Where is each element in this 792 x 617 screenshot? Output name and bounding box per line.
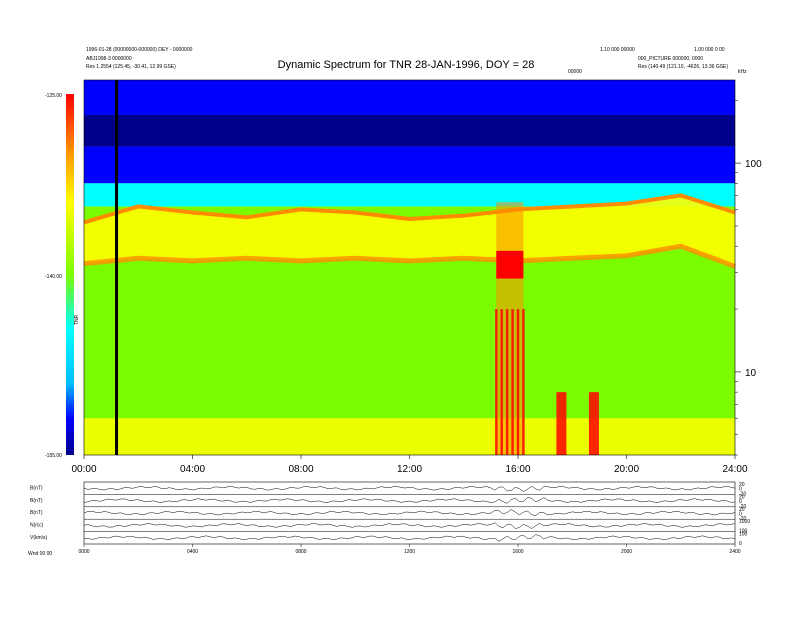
header-left-line1: 1996-01-28 (00000000-000000) DEY - 00000… [86, 47, 193, 53]
panel-right-tick: -20 [739, 516, 746, 522]
panel-trace [83, 509, 736, 516]
panel-trace [84, 534, 736, 542]
x-axis: 00:00 04:00 08:00 12:00 16:00 20:00 24:00 [71, 455, 748, 475]
plasma-line-lower [83, 243, 736, 269]
x-tick-label: 08:00 [288, 464, 313, 475]
panel-right-tick: 1000 [739, 519, 750, 525]
x-tick-label: 20:00 [614, 464, 639, 475]
x-tick-label: 16:00 [505, 464, 530, 475]
colorbar-label: TNR [74, 314, 80, 325]
timeseries-panels: B(nT)200-20B(nT)200-20B(nT)200-20N(/cc)1… [30, 481, 750, 555]
colorbar-tick-bottom: -155.00 [45, 453, 62, 459]
panel-label: B(nT) [30, 510, 43, 516]
panel-right-tick: 0 [739, 541, 742, 547]
header-right-line1: 1.10 000 00000 [600, 47, 635, 53]
footer-left: Wnd 00 00 [28, 551, 52, 557]
panel-right-tick: 20 [739, 494, 745, 500]
x-tick-label: 24:00 [722, 464, 747, 475]
header-left-line2: ABJ1998-3 0000000 [86, 56, 132, 62]
chart-title: Dynamic Spectrum for TNR 28-JAN-1996, DO… [278, 59, 535, 71]
panel-label: B(nT) [30, 498, 43, 504]
colorbar-tick-top: -125.00 [45, 93, 62, 99]
spectral-band [84, 80, 735, 115]
burst-streak [500, 309, 503, 455]
burst-streak [495, 309, 498, 455]
spectral-band [84, 114, 735, 147]
colorbar [66, 94, 74, 455]
panel-x-tick-label: 0800 [295, 549, 306, 555]
header-mid-small: 00000 [568, 69, 582, 75]
low-frequency-burst [556, 392, 567, 455]
header-left-line3: Res 1.2554 (125.45, -30.41, 12.99 GSE) [86, 64, 176, 70]
header-right-line4: Res (140.49 (121.10, -4626, 13.36 GSE) [638, 64, 728, 70]
header-right-line2: 1.00 000 0 00 [694, 47, 725, 53]
burst-streak [511, 309, 514, 455]
spectral-band [84, 183, 735, 207]
y-unit-label: kHz [738, 69, 747, 75]
plasma-line-band [84, 195, 735, 267]
panel-right-tick: 100 [739, 529, 748, 535]
panel-trace [83, 497, 736, 504]
burst-core [496, 250, 524, 279]
panel-label: N(/cc) [30, 523, 44, 529]
panel-right-tick: 0 [739, 499, 742, 505]
colorbar-tick-mid: -140.00 [45, 274, 62, 280]
x-tick-label: 00:00 [71, 464, 96, 475]
low-frequency-floor [84, 418, 735, 455]
panel-right-tick: 100 [739, 532, 748, 538]
panel-x-tick-label: 0000 [78, 549, 89, 555]
burst-region [496, 202, 524, 455]
y-tick-label: 100 [745, 159, 762, 170]
panels-frame [83, 481, 736, 545]
header-right-line3: 000_PICTURE 000000, 0000 [638, 56, 703, 62]
y-axis: 100 10 [735, 99, 762, 456]
y-tick-label: 10 [745, 368, 757, 379]
panel-x-tick-label: 2400 [729, 549, 740, 555]
panel-right-tick: -20 [739, 491, 746, 497]
panel-trace [83, 485, 736, 492]
panel-trace [83, 522, 736, 529]
panel-right-tick: 0 [739, 487, 742, 493]
panel-right-tick: 20 [739, 507, 745, 513]
panel-x-tick-label: 1200 [404, 549, 415, 555]
panel-label: V(km/s) [30, 535, 48, 541]
burst-streak [516, 309, 520, 455]
x-tick-label: 12:00 [397, 464, 422, 475]
panel-x-tick-label: 0400 [187, 549, 198, 555]
panel-right-tick: 0 [739, 512, 742, 518]
spectral-band [84, 146, 735, 184]
burst-streak [522, 309, 525, 455]
panel-right-tick: -20 [739, 504, 746, 510]
panel-x-tick-label: 1600 [512, 549, 523, 555]
spectrogram-plot [83, 80, 736, 455]
plasma-line-upper [83, 193, 736, 225]
panel-right-tick: 20 [739, 482, 745, 488]
low-frequency-burst [588, 392, 599, 455]
panel-label: B(nT) [30, 485, 43, 491]
panel-x-tick-label: 2000 [621, 549, 632, 555]
x-tick-label: 04:00 [180, 464, 205, 475]
burst-streak [505, 309, 509, 455]
